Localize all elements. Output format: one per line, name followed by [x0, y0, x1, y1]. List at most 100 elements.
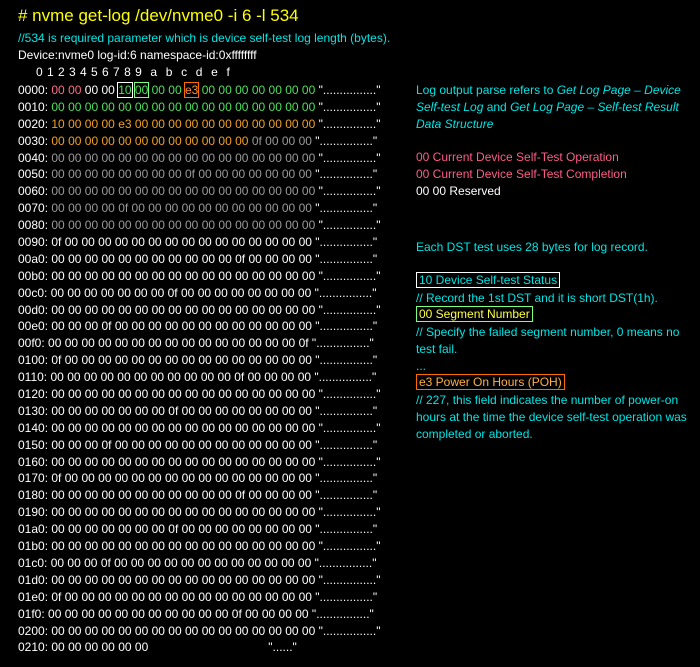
dump-row: 00d0: 00 00 00 00 00 00 00 00 00 00 00 0…	[18, 302, 380, 319]
hex-byte: 00	[151, 251, 165, 266]
hex-byte: 00	[131, 336, 145, 351]
dump-row: 0000: 00 00 00 00 10 00 00 00 e3 00 00 0…	[18, 82, 380, 99]
hex-byte: 00	[235, 268, 249, 283]
hex-byte: 00	[134, 285, 148, 300]
hex-byte: 00	[48, 606, 62, 621]
hex-byte: 00	[198, 353, 212, 368]
hex-byte: 00	[198, 336, 212, 351]
hex-byte: 00	[118, 640, 132, 655]
hex-byte: 00	[197, 555, 212, 570]
hex-byte: 00	[198, 167, 212, 182]
hex-byte: 00	[201, 387, 216, 402]
hex-byte: 00	[248, 353, 262, 368]
hex-byte: 00	[181, 201, 196, 216]
hex-byte: 00	[51, 251, 65, 266]
hex-byte: 00	[168, 302, 182, 317]
hex-byte: 00	[151, 167, 165, 182]
hex-byte: 00	[68, 522, 82, 537]
hex-byte: 00	[84, 218, 99, 233]
row-address: 0070:	[18, 201, 52, 216]
hex-byte: 0f	[118, 201, 129, 216]
row-address: 0190:	[18, 505, 52, 520]
hex-byte: 00	[231, 167, 246, 182]
row-ascii: "................"	[311, 555, 377, 570]
hex-byte: 00	[281, 437, 296, 452]
row-ascii: "................"	[315, 387, 381, 402]
hex-byte: 00	[68, 116, 82, 131]
row-ascii: "................"	[315, 539, 381, 554]
row-ascii: "................"	[308, 606, 374, 621]
hex-byte: 00	[114, 471, 129, 486]
row-address: 01b0:	[18, 539, 52, 554]
hex-byte: 00	[118, 268, 132, 283]
hex-byte: 00	[264, 370, 278, 385]
hex-byte: 00	[268, 218, 282, 233]
row-address: 0110:	[18, 370, 51, 385]
hex-byte: 00	[118, 539, 132, 554]
hex-byte: 00	[84, 268, 99, 283]
row-ascii: "................"	[311, 133, 378, 148]
hex-byte: 00	[148, 201, 162, 216]
hex-byte: 00	[114, 319, 129, 334]
hex-byte: 00	[215, 403, 229, 418]
hex-byte: 10	[117, 82, 133, 98]
hex-byte: 00	[101, 218, 115, 233]
row-ascii: "................"	[311, 488, 378, 503]
hex-byte: 00	[235, 623, 249, 638]
dump-row: 0180: 00 00 00 00 00 00 00 00 00 00 00 0…	[18, 487, 380, 504]
hex-byte: 00	[251, 83, 266, 97]
hex-byte: 00	[231, 235, 246, 250]
hex-byte: 00	[168, 454, 182, 469]
dump-row: 0170: 0f 00 00 00 00 00 00 00 00 00 00 0…	[18, 470, 380, 487]
hex-byte: 00	[251, 218, 266, 233]
hex-byte: 00	[231, 589, 246, 604]
hex-byte: 00	[101, 539, 115, 554]
hex-byte: 00	[67, 370, 81, 385]
hex-byte: 00	[68, 184, 82, 199]
hex-byte: 00	[265, 589, 279, 604]
hex-byte: 00	[101, 99, 115, 114]
hex-byte: 00	[64, 471, 79, 486]
hex-byte: 00	[298, 471, 312, 486]
hex-byte: 00	[185, 488, 199, 503]
row-address: 00f0:	[18, 336, 49, 351]
hex-byte: 00	[51, 167, 65, 182]
hex-byte: 00	[298, 201, 312, 216]
dump-row: 0030: 00 00 00 00 00 00 00 00 00 00 00 0…	[18, 133, 380, 150]
row-ascii: "................"	[315, 302, 381, 317]
hex-byte: 00	[168, 420, 182, 435]
row-address: 01e0:	[18, 589, 52, 604]
hex-byte: 00	[201, 99, 216, 114]
hex-byte: 00	[101, 454, 115, 469]
hex-byte: 00	[201, 572, 216, 587]
hex-byte: 00	[84, 505, 99, 520]
hex-byte: 00	[68, 640, 82, 655]
hex-byte: 00	[248, 437, 262, 452]
hex-byte: 00	[84, 116, 99, 131]
completion-note: 00 Current Device Self-Test Completion	[416, 167, 627, 181]
hex-byte: 00	[235, 302, 249, 317]
hex-byte: 00	[151, 184, 165, 199]
hex-byte: 00	[118, 184, 132, 199]
hex-byte: 00	[264, 285, 278, 300]
hex-byte: 00	[231, 403, 246, 418]
hex-byte: 00	[201, 150, 216, 165]
hex-byte: 00	[51, 387, 65, 402]
hex-byte: 00	[68, 218, 82, 233]
hex-byte: 00	[185, 268, 199, 283]
hex-byte: 00	[134, 403, 149, 418]
row-address: 0160:	[18, 454, 52, 469]
hex-byte: 00	[68, 623, 82, 638]
hex-byte: 00	[151, 572, 165, 587]
row-address: 0010:	[18, 99, 52, 114]
hex-byte: 00	[297, 555, 312, 570]
hex-byte: 00	[297, 370, 312, 385]
hex-byte: 00	[84, 437, 99, 452]
hex-byte: 00	[181, 336, 196, 351]
hex-byte: 00	[251, 387, 266, 402]
hex-byte: 00	[235, 505, 249, 520]
hex-byte: 00	[281, 403, 296, 418]
row-ascii: "................"	[315, 184, 381, 199]
hex-byte: 00	[134, 218, 149, 233]
hex-byte: 0f	[51, 471, 62, 486]
